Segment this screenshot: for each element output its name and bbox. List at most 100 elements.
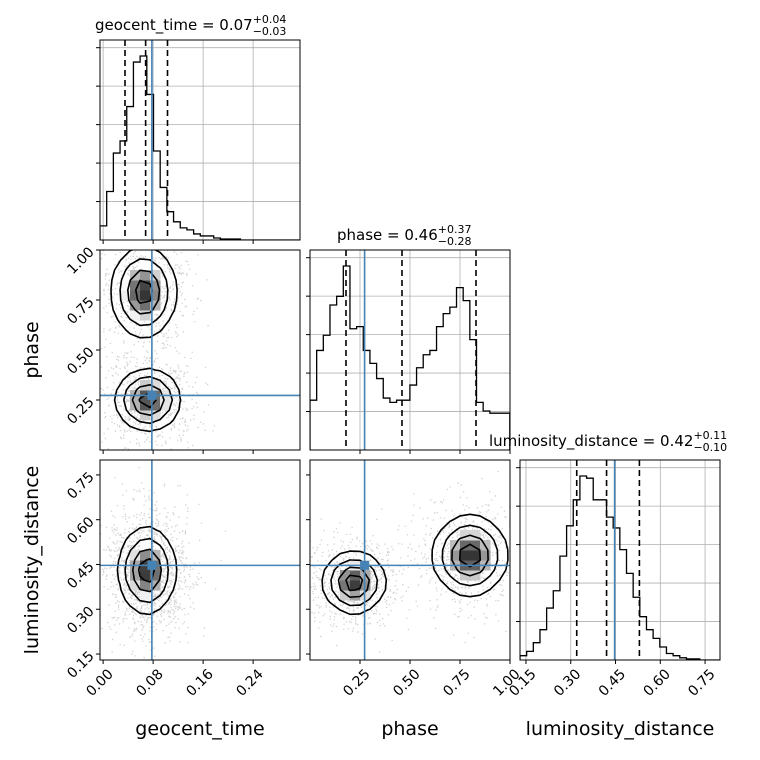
contour-line xyxy=(321,513,509,616)
title-minus-error: −0.10 xyxy=(693,441,727,454)
panel-title-luminosity_distance: luminosity_distance = 0.42+0.11 −0.10 xyxy=(489,429,727,454)
contour-line xyxy=(132,548,163,593)
contour-line xyxy=(119,258,174,425)
x-tick-label-phase: 0.25 xyxy=(340,666,373,699)
density-cell xyxy=(140,570,151,581)
title-plus-error: +0.11 xyxy=(693,429,727,442)
panel-content xyxy=(310,460,510,660)
density-cell xyxy=(140,310,151,321)
y-tick-label-luminosity_distance: 0.30 xyxy=(64,604,97,637)
density-cell xyxy=(470,550,481,561)
scatter-points xyxy=(100,250,215,450)
panel-content xyxy=(100,460,300,660)
x-tick-label-geocent_time: 0.16 xyxy=(183,666,216,699)
density-cell xyxy=(350,590,361,601)
truth-marker xyxy=(147,560,157,570)
density-cell xyxy=(130,290,141,301)
density-cell xyxy=(130,300,141,311)
density-cell xyxy=(470,570,481,581)
density-cell xyxy=(150,380,161,391)
density-cell xyxy=(140,550,151,561)
density-cell xyxy=(340,570,351,581)
x-axis-title-luminosity_distance: luminosity_distance xyxy=(526,718,715,740)
title-plus-error: +0.04 xyxy=(253,13,287,26)
title-plus-error: +0.37 xyxy=(438,223,472,236)
x-tick-label-luminosity_distance: 0.60 xyxy=(641,666,674,699)
panel-title-geocent_time: geocent_time = 0.07+0.04 −0.03 xyxy=(95,13,286,38)
y-tick-label-luminosity_distance: 0.60 xyxy=(64,514,97,547)
y-axis-title-phase: phase xyxy=(21,321,43,378)
x-tick-label-geocent_time: 0.24 xyxy=(233,666,266,699)
x-axis-title-geocent_time: geocent_time xyxy=(135,718,264,740)
density-cell xyxy=(350,580,361,591)
histogram-step-geocent_time xyxy=(100,55,300,240)
scatter-points xyxy=(100,466,227,659)
density-cell xyxy=(140,280,151,291)
x-axis-title-phase: phase xyxy=(381,718,438,740)
density-cell xyxy=(130,280,141,291)
density-cell xyxy=(150,410,161,421)
title-minus-error: −0.03 xyxy=(253,25,287,38)
density-cell xyxy=(130,580,141,591)
x-tick-label-phase: 0.50 xyxy=(390,666,423,699)
x-tick-label-luminosity_distance: 0.30 xyxy=(551,666,584,699)
density-cell xyxy=(140,590,151,601)
density-cell xyxy=(140,410,151,421)
density-cell xyxy=(150,400,161,411)
histogram-step-phase xyxy=(310,265,510,450)
density-cell xyxy=(120,280,131,291)
density-cell xyxy=(160,400,171,411)
x-tick-label-phase: 0.75 xyxy=(440,666,473,699)
y-tick-label-phase: 1.00 xyxy=(64,244,97,277)
contour-line xyxy=(110,250,182,433)
panel-frame xyxy=(99,459,301,661)
y-tick-label-phase: 0.75 xyxy=(64,294,97,327)
histogram-step-luminosity_distance xyxy=(520,475,720,660)
hist-panel-phase xyxy=(306,249,511,454)
y-tick-label-luminosity_distance: 0.45 xyxy=(64,559,97,592)
panel-title-phase: phase = 0.46+0.37 −0.28 xyxy=(337,223,472,248)
title-minus-error: −0.28 xyxy=(438,235,472,248)
density-cell xyxy=(130,550,141,561)
density-cell xyxy=(340,590,351,601)
panel-content xyxy=(100,250,300,450)
density-cell xyxy=(140,290,151,301)
panel-phase-vs-luminosity_distance xyxy=(306,459,511,664)
x-tick-label-luminosity_distance: 0.45 xyxy=(596,666,629,699)
density-cell xyxy=(140,260,151,271)
panel-frame xyxy=(99,39,301,241)
density-cell xyxy=(470,540,481,551)
scatter-points xyxy=(310,471,510,653)
panel-frame xyxy=(519,459,721,661)
density-cell xyxy=(140,270,151,281)
hist-panel-geocent_time xyxy=(96,39,301,244)
density-cell xyxy=(470,530,481,541)
density-cell xyxy=(140,580,151,591)
density-cell xyxy=(130,310,141,321)
density-cell xyxy=(150,570,161,581)
density-cell xyxy=(120,290,131,301)
density-cell xyxy=(450,550,461,561)
density-cell xyxy=(130,570,141,581)
contour-line xyxy=(345,543,481,592)
y-tick-label-luminosity_distance: 0.15 xyxy=(64,648,97,681)
density-cell xyxy=(480,550,491,561)
x-tick-label-geocent_time: 0.08 xyxy=(133,666,166,699)
density-cell xyxy=(140,300,151,311)
density-cell xyxy=(140,540,151,551)
density-cell xyxy=(150,290,161,301)
density-cell xyxy=(460,570,471,581)
truth-marker xyxy=(360,560,370,570)
x-tick-label-luminosity_distance: 0.75 xyxy=(685,666,718,699)
panel-geocent_time-vs-phase xyxy=(96,249,301,454)
y-tick-label-phase: 0.50 xyxy=(64,344,97,377)
y-tick-label-phase: 0.25 xyxy=(64,394,97,427)
density-cell xyxy=(150,270,161,281)
y-tick-label-luminosity_distance: 0.75 xyxy=(64,469,97,502)
truth-marker xyxy=(147,390,157,400)
panel-geocent_time-vs-luminosity_distance xyxy=(96,459,301,664)
density-cell xyxy=(460,540,471,551)
title-value: luminosity_distance = 0.42 xyxy=(489,432,693,451)
density-cell xyxy=(460,550,471,561)
